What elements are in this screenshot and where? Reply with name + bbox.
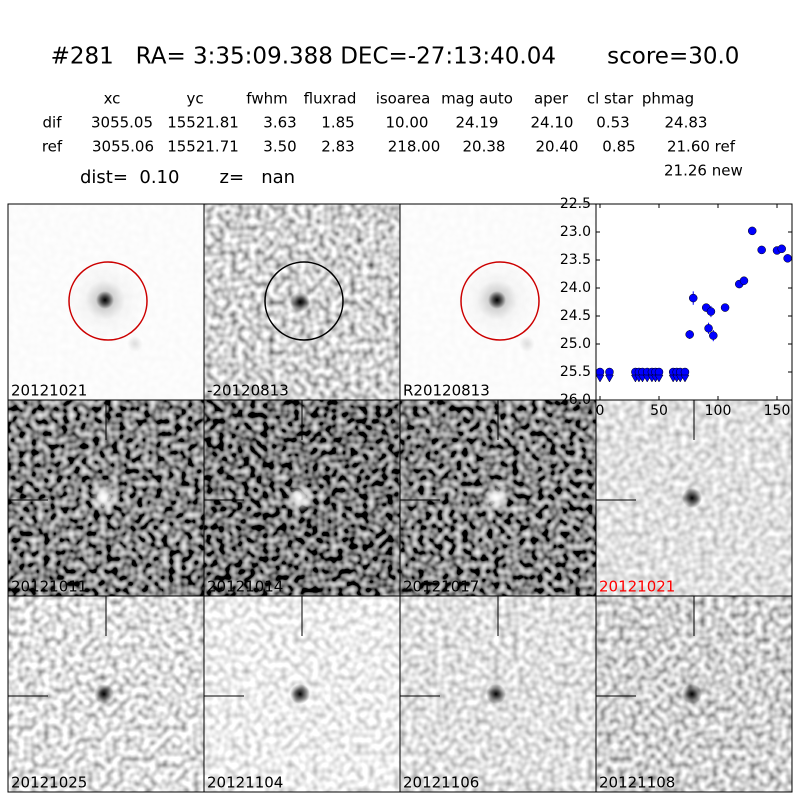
table-cell: 3.63 xyxy=(263,114,296,132)
point xyxy=(747,226,757,236)
table-cell: 1.85 xyxy=(321,114,354,132)
x-tick-label: 0 xyxy=(596,403,605,419)
column-header: yc xyxy=(186,90,203,108)
table-cell: 24.83 xyxy=(665,114,708,132)
y-tick-label: 23.5 xyxy=(560,252,591,268)
source xyxy=(90,484,118,512)
aperture xyxy=(264,261,344,341)
stamp-label: R20120813 xyxy=(403,382,490,400)
stamp-label: 20121104 xyxy=(207,774,283,792)
source xyxy=(486,684,506,704)
stamp-frame xyxy=(595,595,793,793)
table-cell: 0.85 xyxy=(602,138,635,156)
upper-limit xyxy=(605,367,614,383)
column-header: cl star xyxy=(587,90,634,108)
table-cell: 10.00 xyxy=(386,114,429,132)
upper-limit xyxy=(680,367,690,383)
column-header: isoarea xyxy=(376,90,431,108)
table-cell: 218.00 xyxy=(388,138,441,156)
stamp-label: 20121021 xyxy=(599,578,675,596)
x-tick-label: 100 xyxy=(705,403,732,419)
source xyxy=(290,684,310,704)
table-cell: 15521.81 xyxy=(167,114,239,132)
column-header: fluxrad xyxy=(304,90,357,108)
source xyxy=(488,291,506,309)
stamp-label: 20121106 xyxy=(403,774,479,792)
dist-line: dist= 0.10 z= nan xyxy=(80,167,295,188)
column-header: xc xyxy=(104,90,121,108)
x-tick-label: 50 xyxy=(650,403,668,419)
y-tick-label: 23.0 xyxy=(560,224,591,240)
table-cell: 24.19 xyxy=(456,114,499,132)
table-cell: 20.40 xyxy=(536,138,579,156)
stamp-label: -20120813 xyxy=(207,382,289,400)
column-header: aper xyxy=(534,90,569,108)
row-label: ref xyxy=(42,138,63,156)
table-cell: 15521.71 xyxy=(167,138,239,156)
table-cell: 3055.06 xyxy=(92,138,154,156)
table-cell: 20.38 xyxy=(463,138,506,156)
table-cell: 3055.05 xyxy=(91,114,153,132)
stamps: 20121021 -20120813 R20120813 20121011 201210… xyxy=(7,203,793,793)
row-label: dif xyxy=(43,114,63,132)
table-cell: 2.83 xyxy=(321,138,354,156)
y-tick-label: 22.5 xyxy=(560,196,591,212)
plot-frame xyxy=(595,203,793,401)
upper-limit xyxy=(654,367,664,383)
y-tick-label: 24.0 xyxy=(560,280,591,296)
source xyxy=(286,484,314,512)
source xyxy=(682,488,702,508)
stamp-label: 20121108 xyxy=(599,774,675,792)
stamp-label: 20121014 xyxy=(207,578,283,596)
point xyxy=(685,330,694,339)
table-cell: 21.60 ref xyxy=(667,138,736,156)
column-header: mag auto xyxy=(441,90,513,108)
y-tick-label: 25.0 xyxy=(560,336,591,352)
point xyxy=(757,245,766,255)
stamp-label: 20121025 xyxy=(11,774,87,792)
point xyxy=(688,293,698,303)
extra-mag: 21.26 new xyxy=(664,162,743,180)
aperture xyxy=(460,261,540,341)
title: #281 RA= 3:35:09.388 DEC=-27:13:40.04 sc… xyxy=(51,44,740,70)
source xyxy=(127,336,143,352)
y-tick-label: 26.0 xyxy=(560,392,591,408)
point xyxy=(706,307,716,316)
source xyxy=(290,292,310,312)
stamp-label: 20121021 xyxy=(11,382,87,400)
source xyxy=(96,291,114,309)
point xyxy=(739,276,749,285)
column-header: phmag xyxy=(642,90,694,108)
column-header: fwhm xyxy=(246,90,287,108)
y-tick-label: 25.5 xyxy=(560,364,591,380)
y-tick-label: 24.5 xyxy=(560,308,591,324)
table-cell: 24.10 xyxy=(531,114,574,132)
aperture xyxy=(68,261,148,341)
point xyxy=(720,303,730,312)
stamp-label: 20121011 xyxy=(11,578,87,596)
point xyxy=(777,244,786,254)
table-cell: 3.50 xyxy=(263,138,296,156)
lightcurve: 22.5 23.0 23.5 24.0 24.5 25.0 25.5 26.0 0 50 100 15… xyxy=(560,196,793,419)
table-cell: 0.53 xyxy=(596,114,629,132)
source xyxy=(482,484,510,512)
source xyxy=(519,336,535,352)
point xyxy=(783,254,792,263)
source xyxy=(94,684,114,704)
source xyxy=(682,684,702,704)
point xyxy=(704,324,713,333)
stamp-label: 20121017 xyxy=(403,578,479,596)
point xyxy=(709,331,718,340)
x-tick-label: 150 xyxy=(764,403,791,419)
